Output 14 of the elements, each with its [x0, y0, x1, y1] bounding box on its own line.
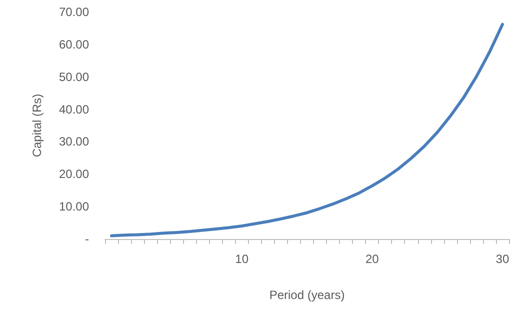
- x-tick-label: 30: [496, 252, 510, 266]
- y-tick-label: 30.00: [58, 134, 90, 149]
- y-axis-title: Capital (Rs): [30, 94, 44, 158]
- y-tick-label: 60.00: [58, 37, 90, 52]
- line-series: [110, 22, 504, 238]
- y-tick-label: 70.00: [58, 5, 90, 19]
- y-tick-label: 40.00: [58, 102, 90, 116]
- x-tick-label: 10: [235, 252, 249, 266]
- y-tick-label: 10.00: [58, 200, 90, 214]
- y-tick-label: -: [85, 232, 89, 246]
- x-axis-title: Period (years): [269, 288, 345, 302]
- y-tick-label: 50.00: [58, 70, 90, 84]
- x-tick-label: 20: [365, 252, 380, 266]
- y-tick-label: 20.00: [58, 167, 90, 182]
